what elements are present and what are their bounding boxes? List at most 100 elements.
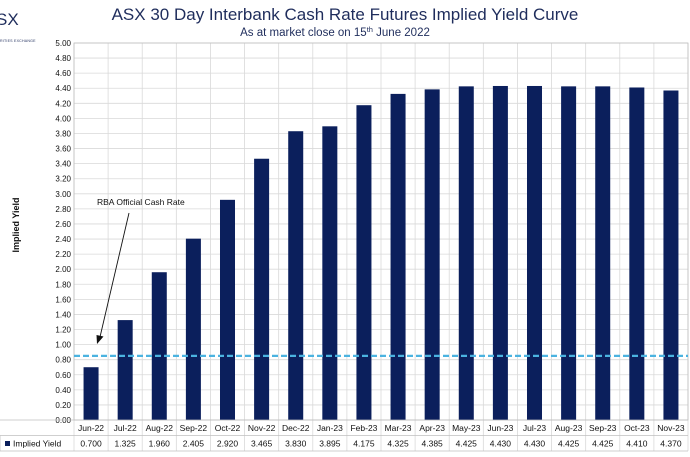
bar (219, 199, 236, 420)
bars (83, 85, 679, 421)
logo-subtext: RITIES EXCHANGE (0, 39, 36, 43)
bar (424, 89, 440, 420)
bar (663, 90, 679, 420)
y-tick-label: 1.60 (55, 295, 71, 304)
y-tick-label: 2.40 (55, 235, 71, 244)
y-tick-label: 2.60 (55, 220, 71, 229)
y-tick-label: 2.00 (55, 265, 71, 274)
x-tick-label: Jan-23 (317, 423, 343, 433)
x-tick-label: Jun-22 (78, 423, 104, 433)
data-label: 2.920 (217, 439, 239, 449)
x-tick-label: Mar-23 (385, 423, 412, 433)
y-tick-label: 4.40 (55, 84, 71, 93)
legend-label: Implied Yield (13, 439, 61, 449)
y-ticks: 0.00 0.20 0.40 0.60 0.80 1.00 1.20 1.40 1.60 1.80… (55, 39, 71, 425)
y-tick-label: 2.80 (55, 205, 71, 214)
y-tick-label: 3.40 (55, 160, 71, 169)
chart-title: ASX 30 Day Interbank Cash Rate Futures I… (112, 5, 579, 24)
x-tick-label: Oct-23 (624, 423, 650, 433)
x-tick-label: Dec-22 (282, 423, 310, 433)
bar (322, 126, 338, 420)
reference-line-label: RBA Official Cash Rate (97, 197, 185, 207)
data-label: 4.425 (592, 439, 614, 449)
x-tick-label: Sep-23 (589, 423, 617, 433)
bar (595, 86, 611, 420)
bar (561, 86, 577, 420)
x-tick-label: Jun-23 (487, 423, 513, 433)
data-label: 0.700 (80, 439, 102, 449)
y-tick-label: 0.80 (55, 356, 71, 365)
bar (526, 85, 543, 420)
subtitle-sup: th (367, 25, 373, 34)
y-tick-label: 0.40 (55, 386, 71, 395)
chart-subtitle: As at market close on 15th June 2022 (240, 25, 430, 39)
x-tick-label: Apr-23 (419, 423, 445, 433)
bar (629, 87, 645, 421)
asx-logo: SX RITIES EXCHANGE (0, 10, 36, 43)
y-tick-label: 5.00 (55, 39, 71, 48)
data-label: 4.425 (558, 439, 580, 449)
subtitle-suffix: June 2022 (373, 27, 430, 39)
data-label: 4.325 (387, 439, 409, 449)
y-tick-label: 3.80 (55, 129, 71, 138)
x-tick-label: Oct-22 (215, 423, 241, 433)
data-label: 4.425 (456, 439, 478, 449)
bar (83, 367, 99, 420)
y-tick-label: 0.00 (55, 416, 71, 425)
data-label: 4.410 (626, 439, 648, 449)
data-label: 3.895 (319, 439, 341, 449)
x-tick-label: Jul-22 (114, 423, 137, 433)
y-tick-label: 1.40 (55, 310, 71, 319)
data-table: Jun-22 0.700 Jul-22 1.325 Aug-22 1.960 Sep-22 2… (0, 419, 688, 452)
subtitle-prefix: As at market close on 15 (240, 27, 367, 39)
y-tick-label: 3.00 (55, 190, 71, 199)
bar (151, 272, 167, 420)
x-tick-label: Sep-22 (180, 423, 208, 433)
y-tick-label: 2.20 (55, 250, 71, 259)
y-tick-label: 1.80 (55, 280, 71, 289)
bar (390, 93, 406, 421)
bar (288, 131, 304, 420)
bar (254, 158, 270, 420)
annotation: RBA Official Cash Rate (96, 197, 185, 344)
y-tick-label: 4.20 (55, 99, 71, 108)
logo-text: SX (0, 10, 19, 29)
bar (185, 238, 201, 420)
data-label: 4.430 (524, 439, 546, 449)
data-label: 1.325 (115, 439, 137, 449)
x-tick-label: Aug-22 (146, 423, 174, 433)
y-tick-label: 0.60 (55, 371, 71, 380)
x-tick-label: May-23 (452, 423, 481, 433)
x-tick-label: Aug-23 (555, 423, 583, 433)
bar (117, 320, 133, 420)
data-label: 1.960 (149, 439, 171, 449)
data-label: 4.385 (422, 439, 444, 449)
annotation-arrowhead (96, 335, 104, 344)
data-label: 4.175 (353, 439, 375, 449)
data-label: 3.465 (251, 439, 273, 449)
data-label: 3.830 (285, 439, 307, 449)
data-label: 4.370 (660, 439, 682, 449)
grid (73, 42, 689, 451)
y-tick-label: 1.00 (55, 341, 71, 350)
bar (492, 85, 508, 420)
y-axis-label: Implied Yield (11, 197, 21, 252)
y-tick-label: 0.20 (55, 401, 71, 410)
x-tick-label: Nov-23 (657, 423, 685, 433)
y-tick-label: 4.00 (55, 114, 71, 123)
y-tick-label: 4.60 (55, 69, 71, 78)
bar (458, 86, 474, 420)
bar (356, 105, 372, 420)
annotation-arrow-line (99, 212, 130, 338)
x-tick-label: Jul-23 (523, 423, 546, 433)
x-tick-label: Feb-23 (350, 423, 377, 433)
legend-swatch (5, 441, 10, 446)
x-tick-label: Nov-22 (248, 423, 276, 433)
y-tick-label: 3.20 (55, 175, 71, 184)
y-tick-label: 3.60 (55, 145, 71, 154)
y-tick-label: 4.80 (55, 54, 71, 63)
y-tick-label: 1.20 (55, 326, 71, 335)
data-label: 2.405 (183, 439, 205, 449)
data-label: 4.430 (490, 439, 512, 449)
